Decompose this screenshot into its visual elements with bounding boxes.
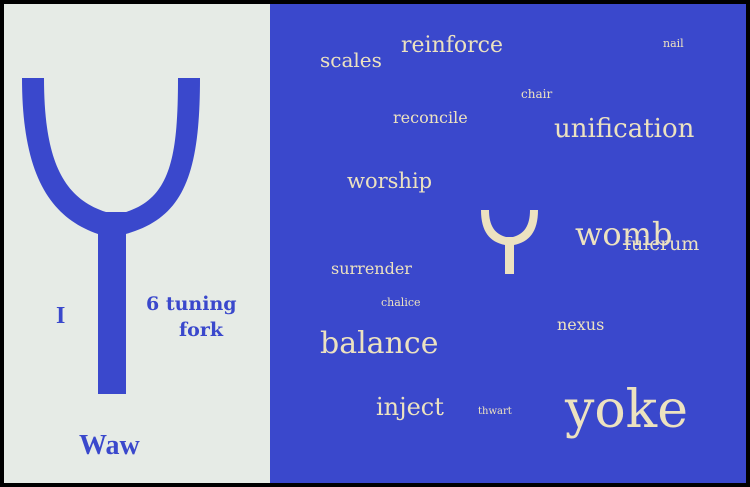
small-tuning-fork-icon — [481, 210, 538, 274]
word-surrender: surrender — [331, 259, 412, 278]
letter-name: Waw — [79, 430, 140, 461]
word-reinforce: reinforce — [401, 33, 503, 58]
word-unification: unification — [554, 114, 695, 144]
word-inject: inject — [376, 393, 444, 421]
letter-meaning-line1: 6 tuning — [146, 293, 237, 315]
word-fulcrum: fulcrum — [624, 233, 700, 255]
word-cloud-panel: scales reinforce nail chair reconcile un… — [270, 4, 746, 483]
word-worship: worship — [347, 169, 433, 193]
word-yoke: yoke — [565, 380, 688, 440]
word-scales: scales — [320, 48, 382, 72]
tuning-fork-glyph-icon — [22, 78, 200, 394]
word-reconcile: reconcile — [393, 108, 468, 127]
word-nexus: nexus — [557, 315, 605, 334]
word-nail: nail — [663, 37, 684, 50]
word-womb: womb — [575, 215, 673, 253]
word-thwart: thwart — [478, 406, 512, 417]
letter-meaning-line2: fork — [179, 319, 224, 341]
word-chair: chair — [521, 87, 553, 101]
letter-number: I — [56, 303, 66, 329]
word-balance: balance — [320, 326, 439, 361]
letter-panel: I 6 tuning fork Waw — [4, 4, 270, 483]
word-chalice: chalice — [381, 296, 421, 309]
